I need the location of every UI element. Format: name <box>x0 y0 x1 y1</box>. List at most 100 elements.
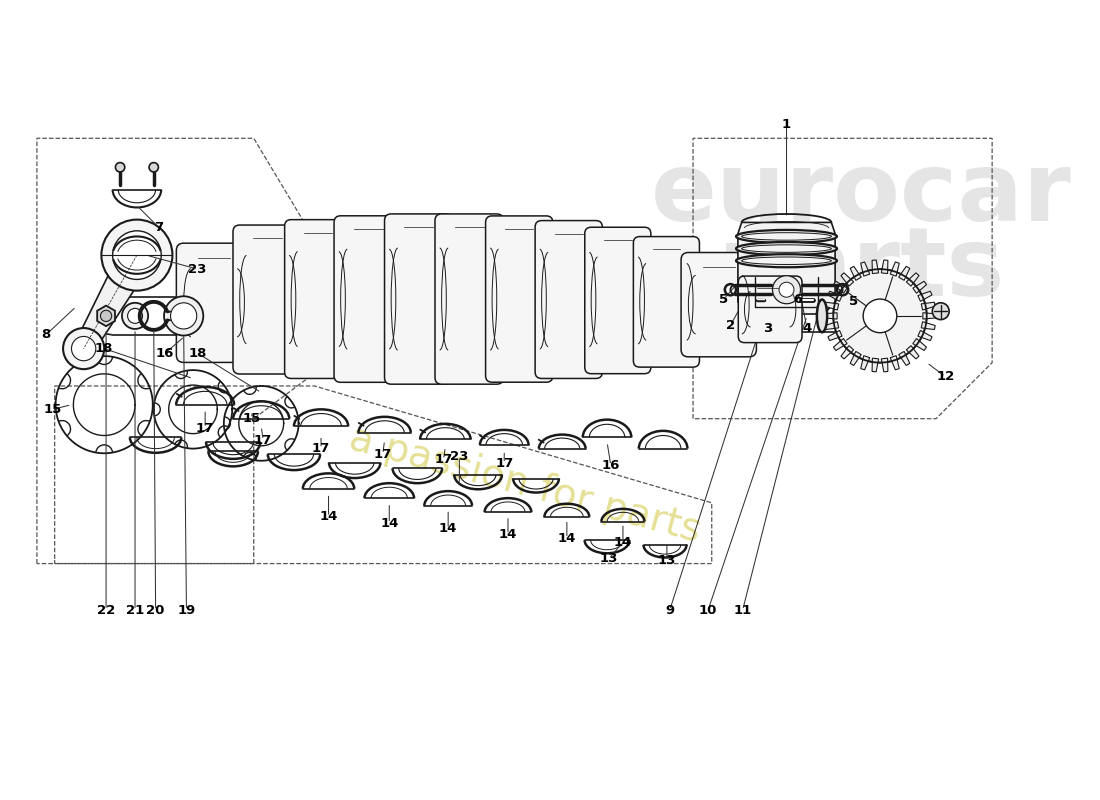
Polygon shape <box>917 330 932 341</box>
Circle shape <box>833 269 926 362</box>
Ellipse shape <box>741 245 832 252</box>
Text: parts: parts <box>717 222 1005 316</box>
Text: 20: 20 <box>146 604 165 617</box>
Text: 6: 6 <box>793 293 802 306</box>
Text: 12: 12 <box>936 370 955 383</box>
Text: a passion for parts: a passion for parts <box>345 419 705 550</box>
Circle shape <box>116 162 124 172</box>
Circle shape <box>112 231 162 279</box>
Polygon shape <box>881 358 888 372</box>
FancyBboxPatch shape <box>485 216 553 382</box>
Text: 13: 13 <box>600 552 618 566</box>
Text: 11: 11 <box>734 604 751 617</box>
Ellipse shape <box>736 242 837 255</box>
Text: 14: 14 <box>558 532 576 545</box>
Polygon shape <box>923 313 936 319</box>
Polygon shape <box>917 291 932 302</box>
Polygon shape <box>890 356 899 370</box>
Polygon shape <box>906 346 918 359</box>
Circle shape <box>864 299 896 333</box>
FancyBboxPatch shape <box>285 220 352 378</box>
Polygon shape <box>922 302 935 310</box>
Ellipse shape <box>817 299 827 332</box>
Text: 18: 18 <box>95 342 113 355</box>
Polygon shape <box>899 266 910 280</box>
Polygon shape <box>738 222 835 314</box>
Ellipse shape <box>736 230 837 243</box>
Polygon shape <box>75 246 152 354</box>
Text: 17: 17 <box>495 457 514 470</box>
Polygon shape <box>840 346 854 359</box>
Circle shape <box>779 282 794 297</box>
Polygon shape <box>860 262 870 276</box>
Text: 13: 13 <box>658 554 676 567</box>
Text: 5: 5 <box>719 293 728 306</box>
Text: 23: 23 <box>188 262 207 276</box>
Polygon shape <box>97 306 116 326</box>
FancyBboxPatch shape <box>535 221 603 378</box>
Ellipse shape <box>164 296 204 335</box>
Text: 8: 8 <box>42 328 51 341</box>
Text: 1: 1 <box>782 118 791 130</box>
Polygon shape <box>872 358 879 372</box>
FancyBboxPatch shape <box>434 214 504 384</box>
Text: 10: 10 <box>698 604 717 617</box>
Circle shape <box>100 310 112 322</box>
FancyBboxPatch shape <box>334 216 403 382</box>
Text: 15: 15 <box>243 412 261 425</box>
Polygon shape <box>881 260 888 274</box>
Ellipse shape <box>741 257 832 265</box>
Polygon shape <box>828 330 843 341</box>
Polygon shape <box>850 266 861 280</box>
FancyBboxPatch shape <box>176 243 252 362</box>
FancyBboxPatch shape <box>233 225 302 374</box>
Text: 14: 14 <box>614 535 632 549</box>
Text: eurocar: eurocar <box>651 148 1071 241</box>
Ellipse shape <box>122 302 149 329</box>
Text: 4: 4 <box>802 322 812 335</box>
Text: 16: 16 <box>602 459 620 472</box>
FancyBboxPatch shape <box>634 237 700 367</box>
Text: 14: 14 <box>381 517 398 530</box>
Text: 9: 9 <box>666 604 674 617</box>
Polygon shape <box>834 338 847 350</box>
Polygon shape <box>825 302 838 310</box>
Ellipse shape <box>741 233 832 240</box>
Polygon shape <box>860 356 870 370</box>
Polygon shape <box>890 262 899 276</box>
Text: 2: 2 <box>726 318 735 332</box>
FancyBboxPatch shape <box>681 253 757 357</box>
Text: 5: 5 <box>849 295 858 308</box>
Polygon shape <box>913 282 926 294</box>
Text: 14: 14 <box>439 522 458 535</box>
Text: 17: 17 <box>374 448 392 461</box>
Polygon shape <box>824 313 837 319</box>
Polygon shape <box>906 273 918 286</box>
Text: 21: 21 <box>125 604 144 617</box>
Text: 23: 23 <box>450 450 469 462</box>
Polygon shape <box>834 282 847 294</box>
Polygon shape <box>913 338 926 350</box>
Text: 16: 16 <box>156 346 174 360</box>
Circle shape <box>933 302 949 320</box>
Text: 18: 18 <box>188 346 207 360</box>
Circle shape <box>63 328 104 369</box>
Text: 22: 22 <box>97 604 116 617</box>
Polygon shape <box>825 322 838 330</box>
Polygon shape <box>922 322 935 330</box>
Polygon shape <box>872 260 879 274</box>
Text: 3: 3 <box>763 322 772 335</box>
Circle shape <box>150 162 158 172</box>
Text: 15: 15 <box>44 403 62 416</box>
Text: 17: 17 <box>312 442 330 455</box>
Ellipse shape <box>736 254 837 267</box>
Polygon shape <box>828 291 843 302</box>
Text: 19: 19 <box>177 604 196 617</box>
Ellipse shape <box>170 302 197 329</box>
Circle shape <box>772 276 801 304</box>
Circle shape <box>101 220 173 290</box>
Polygon shape <box>899 351 910 366</box>
Circle shape <box>72 337 96 361</box>
Text: 17: 17 <box>196 422 214 434</box>
Text: 17: 17 <box>434 454 452 466</box>
